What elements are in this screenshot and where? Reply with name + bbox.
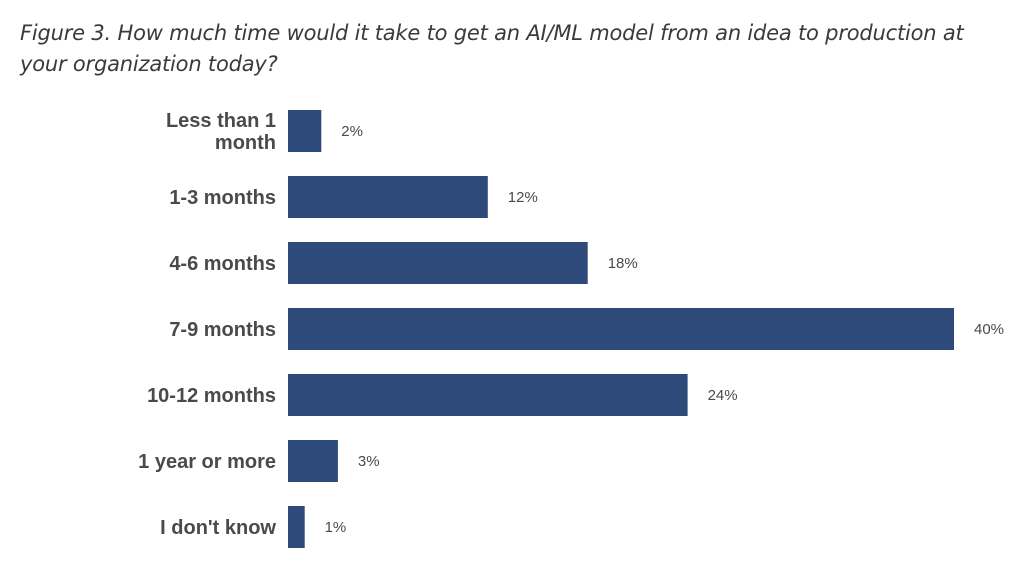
bar-4 xyxy=(288,374,688,416)
value-label-4: 24% xyxy=(708,387,738,404)
category-label-line: 1 year or more xyxy=(138,451,276,473)
category-label-line: 4-6 months xyxy=(169,253,276,275)
bar-0 xyxy=(288,110,322,152)
bar-5 xyxy=(288,440,338,482)
category-label-6: I don't know xyxy=(160,517,276,539)
figure-title: Figure 3. How much time would it take to… xyxy=(20,21,964,76)
value-label-1: 12% xyxy=(508,189,538,206)
category-label-4: 10-12 months xyxy=(147,385,276,407)
value-label-2: 18% xyxy=(608,255,638,272)
value-labels-group: 2% 12% 18% 40% 24% 3% 1% xyxy=(325,123,1004,536)
category-labels-group: Less than 1 month 1-3 months 4-6 months 7-9 … xyxy=(138,110,276,539)
value-label-6: 1% xyxy=(325,519,347,536)
value-label-3: 40% xyxy=(974,321,1004,338)
bar-6 xyxy=(288,506,305,548)
value-label-5: 3% xyxy=(358,453,380,470)
category-label-5: 1 year or more xyxy=(138,451,276,473)
category-label-0: Less than 1 month xyxy=(166,110,276,154)
bar-2 xyxy=(288,242,588,284)
category-label-1: 1-3 months xyxy=(169,187,276,209)
category-label-line: I don't know xyxy=(160,517,276,539)
bar-1 xyxy=(288,176,488,218)
bars-group xyxy=(288,110,954,548)
category-label-line: month xyxy=(215,132,276,154)
category-label-3: 7-9 months xyxy=(169,319,276,341)
category-label-line: 7-9 months xyxy=(169,319,276,341)
category-label-line: Less than 1 xyxy=(166,110,276,132)
category-label-line: 1-3 months xyxy=(169,187,276,209)
value-label-0: 2% xyxy=(341,123,363,140)
bar-3 xyxy=(288,308,954,350)
category-label-2: 4-6 months xyxy=(169,253,276,275)
category-label-line: 10-12 months xyxy=(147,385,276,407)
